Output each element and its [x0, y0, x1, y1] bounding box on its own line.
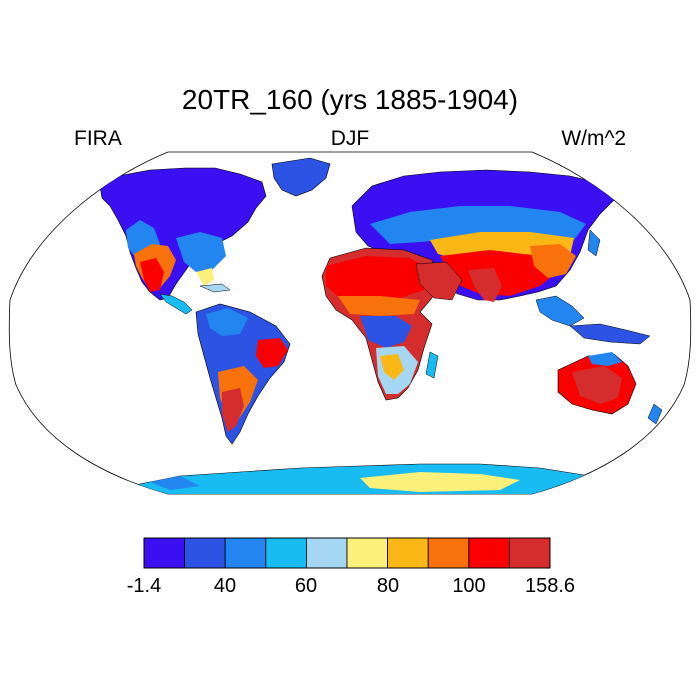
central-africa-blue — [360, 316, 412, 348]
colorbar-swatch-4 — [265, 537, 307, 569]
southeast-asia-blue — [535, 295, 585, 327]
florida-yellow — [196, 268, 214, 286]
colorbar-frame — [143, 537, 551, 569]
colorbar-swatch-8 — [427, 537, 470, 569]
sahel-orange — [338, 296, 420, 316]
india-darkred — [468, 268, 502, 302]
mexico-red — [140, 258, 164, 292]
central-america — [159, 293, 193, 315]
colorbar-label-60: 60 — [294, 575, 318, 597]
variable-label: FIRA — [74, 127, 122, 150]
japan — [587, 229, 601, 257]
arabia-red — [415, 261, 463, 301]
east-asia-orange — [530, 244, 576, 278]
colorbar-swatch-1 — [143, 537, 185, 569]
units-label: W/m^2 — [561, 127, 626, 150]
colorbar-swatch-2 — [184, 537, 226, 569]
greenland-land — [271, 157, 331, 197]
south-america-east-red — [256, 338, 288, 368]
indonesia — [569, 323, 651, 345]
cuba — [199, 283, 231, 293]
colorbar-swatch-5 — [305, 537, 348, 569]
antarctica-interior-yellow — [360, 472, 520, 492]
colorbar-label-min: -1.4 — [126, 575, 162, 597]
colorbar-swatch-7 — [387, 537, 429, 569]
colorbar-swatch-6 — [346, 537, 388, 569]
south-america-north-blue — [206, 308, 248, 336]
southern-africa-warm — [380, 354, 404, 380]
colorbar-label-80: 80 — [376, 575, 400, 597]
colorbar-swatch-9 — [468, 537, 510, 569]
new-zealand — [647, 403, 663, 425]
map-title: 20TR_160 (yrs 1885-1904) — [181, 84, 519, 115]
asia-south-red — [440, 250, 560, 296]
colorbar-swatch-3 — [224, 537, 267, 569]
colorbar-label-40: 40 — [213, 575, 237, 597]
australia-interior-darkred — [572, 366, 622, 404]
antarctica-peninsula — [150, 476, 200, 490]
australia-north-blue — [588, 352, 622, 366]
colorbar-label-100: 100 — [452, 575, 486, 597]
colorbar-label-max: 158.6 — [524, 575, 576, 597]
madagascar — [425, 351, 439, 379]
sahara-red — [326, 256, 430, 302]
colorbar-swatch-10 — [508, 537, 551, 569]
patagonia-red — [222, 388, 244, 432]
north-america-east-blue — [176, 232, 226, 272]
season-label: DJF — [330, 127, 370, 150]
